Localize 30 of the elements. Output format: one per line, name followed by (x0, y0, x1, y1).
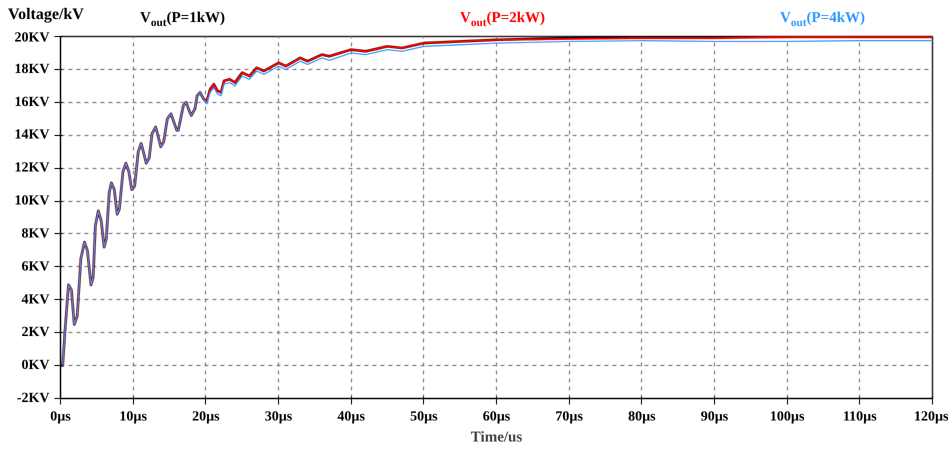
y-tick-label: 20KV (14, 30, 50, 46)
y-axis-title: Voltage/kV (8, 5, 84, 25)
y-tick-label: 6KV (22, 259, 50, 274)
text: V$_{out}$(P=1kW) (140, 9, 226, 31)
series-label: V$_{out}$(P=2kW) (460, 9, 546, 31)
x-tick-label: 0µs (50, 410, 72, 424)
y-tick-label: 12KV (14, 160, 50, 176)
x-tick-label: 30µs (264, 410, 293, 424)
x-tick-label: 70µs (555, 410, 584, 424)
y-tick-label: 8KV (22, 226, 50, 242)
series-label: V$_{out}$(P=4kW) (780, 9, 866, 31)
x-tick-label: 60µs (482, 410, 511, 424)
x-tick-label: 20µs (192, 410, 220, 424)
x-tick-label: 10µs (119, 410, 148, 424)
x-tick-label: 120µs (914, 410, 948, 424)
x-tick-label: 80µs (628, 410, 656, 424)
x-tick-label: 110µs (842, 410, 878, 424)
y-tick-label: 0KV (22, 358, 50, 374)
y-tick-label: 14KV (14, 128, 50, 143)
y-tick-label: 10KV (14, 194, 50, 209)
y-tick-label: 4KV (22, 292, 50, 308)
x-tick-label: 100µs (770, 410, 805, 424)
y-tick-label: 2KV (22, 325, 50, 340)
y-tick-label: 18KV (14, 62, 50, 77)
y-tick-label: 16KV (14, 94, 50, 110)
x-tick-label: 90µs (700, 410, 729, 424)
x-tick-label: 40µs (337, 410, 366, 424)
y-tick-label: -2KV (16, 391, 50, 406)
x-tick-label: 50µs (410, 410, 438, 424)
x-axis-title: Time/us (470, 430, 522, 446)
